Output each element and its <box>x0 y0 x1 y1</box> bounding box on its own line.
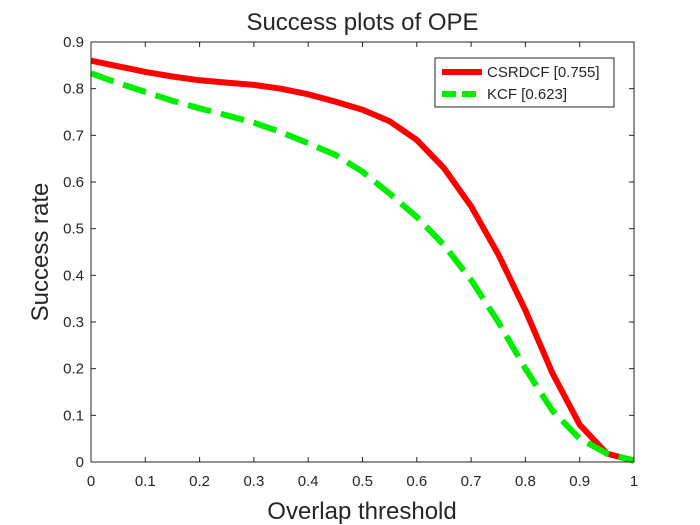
y-tick-label: 0.9 <box>63 34 84 51</box>
x-tick-label: 0 <box>87 473 95 490</box>
y-tick-label: 0.5 <box>63 221 84 238</box>
y-tick-label: 0 <box>76 454 84 471</box>
series-layer <box>89 57 635 464</box>
chart-title: Success plots of OPE <box>246 9 478 36</box>
x-tick-label: 0.8 <box>515 473 536 490</box>
y-tick-label: 0.6 <box>63 174 84 191</box>
legend-label-0: CSRDCF [0.755] <box>487 64 600 81</box>
y-tick-label: 0.4 <box>63 267 84 284</box>
legend: CSRDCF [0.755] KCF [0.623] <box>434 57 615 108</box>
x-tick-label: 0.9 <box>569 473 590 490</box>
x-tick-label: 1 <box>630 473 638 490</box>
y-axis-label: Success rate <box>27 183 54 322</box>
x-tick-label: 0.6 <box>406 473 427 490</box>
x-tick-label: 0.7 <box>461 473 482 490</box>
y-tick-label: 0.3 <box>63 314 84 331</box>
x-axis-label: Overlap threshold <box>267 498 456 525</box>
ticks-layer: 0 0.1 0.2 0.3 0.4 0.5 0.6 0.7 0.8 0.9 1 0 0.1 0.2 0.3 0… <box>63 34 638 490</box>
legend-box <box>434 57 615 108</box>
x-tick-label: 0.2 <box>189 473 210 490</box>
series-line-1 <box>89 70 635 464</box>
y-tick-label: 0.7 <box>63 127 84 144</box>
series-line-0 <box>90 57 635 464</box>
y-tick-label: 0.8 <box>63 81 84 98</box>
y-tick-label: 0.2 <box>63 361 84 378</box>
x-tick-label: 0.4 <box>298 473 319 490</box>
x-tick-label: 0.1 <box>135 473 156 490</box>
y-tick-label: 0.1 <box>63 407 84 424</box>
x-tick-label: 0.3 <box>243 473 264 490</box>
x-tick-label: 0.5 <box>352 473 373 490</box>
legend-label-1: KCF [0.623] <box>487 86 567 103</box>
